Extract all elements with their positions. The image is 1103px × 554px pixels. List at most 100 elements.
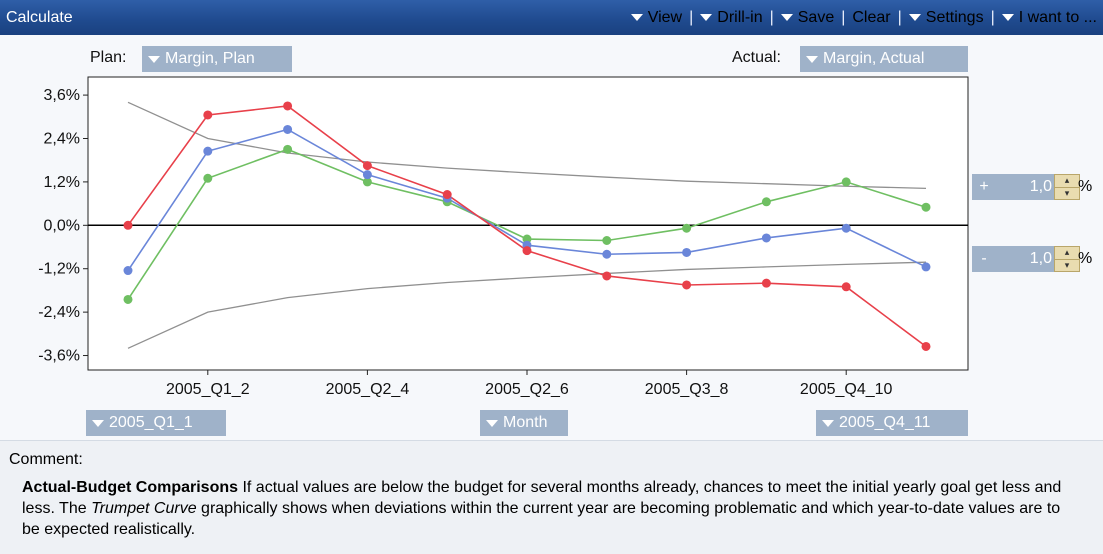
y-tick-label: -1,2% [38, 261, 80, 278]
data-point [921, 262, 931, 272]
trumpet-curve-line [127, 101, 927, 190]
chevron-down-icon [822, 419, 834, 427]
actual-label: Actual: [732, 49, 781, 66]
upper-tolerance-stepper[interactable]: + 1,0 ▴ ▾ [972, 174, 1080, 200]
data-point [283, 101, 293, 111]
plan-dropdown-value: Margin, Plan [165, 50, 255, 67]
data-point [362, 161, 372, 171]
data-point [682, 280, 692, 290]
data-point [203, 146, 213, 156]
x-tick-label: 2005_Q2_6 [485, 381, 569, 398]
data-point [203, 173, 213, 183]
upper-tolerance-sign: + [979, 178, 989, 195]
comment-body-part1: If actual values are below the budget fo… [22, 479, 1062, 517]
y-tick-label: 3,6% [44, 87, 80, 104]
trumpet-curve-line [127, 261, 927, 349]
x-tick-label: 2005_Q1_2 [166, 381, 250, 398]
plan-dropdown[interactable]: Margin, Plan [142, 46, 292, 72]
x-tick-label: 2005_Q4_10 [800, 381, 893, 398]
y-tick-label: 0,0% [44, 217, 80, 234]
x-tick-label: 2005_Q3_8 [645, 381, 729, 398]
data-point [123, 294, 133, 304]
chart-panel: Plan: Margin, Plan Actual: Margin, Actua… [0, 35, 1103, 440]
chevron-down-icon [908, 14, 921, 21]
actual-dropdown[interactable]: Margin, Actual [800, 46, 968, 72]
settings-menu-label: Settings [925, 8, 984, 26]
to-period-value: 2005_Q4_11 [839, 414, 931, 431]
plan-label: Plan: [90, 49, 127, 66]
plot-area [87, 76, 969, 371]
chevron-down-icon [92, 419, 104, 427]
trumpet-chart: 3,6% 2,4% 1,2% 0,0% -1,2% -2,4% -3,6% 2005_Q1_2… [38, 76, 969, 398]
lower-tolerance-stepper[interactable]: - 1,0 ▴ ▾ [972, 246, 1080, 272]
lower-tolerance-unit: % [1078, 250, 1093, 267]
data-point [841, 282, 851, 292]
toolbar-divider: | [769, 8, 774, 26]
data-point [761, 233, 771, 243]
data-point [283, 144, 293, 154]
save-menu[interactable]: Save [780, 9, 834, 27]
comment-label: Comment: [9, 451, 83, 468]
upper-tolerance-unit: % [1078, 178, 1093, 195]
from-period-dropdown[interactable]: 2005_Q1_1 [86, 410, 226, 436]
data-point [602, 271, 612, 281]
i-want-to-menu[interactable]: I want to ... [1001, 8, 1097, 27]
comment-section: Comment: Actual-Budget Comparisons If ac… [0, 440, 1103, 554]
chevron-down-icon [148, 55, 160, 63]
from-period-value: 2005_Q1_1 [109, 414, 193, 431]
view-menu[interactable]: View [630, 8, 683, 27]
settings-menu[interactable]: Settings [908, 8, 984, 27]
data-point [841, 177, 851, 187]
chevron-down-icon [780, 14, 793, 21]
lower-tolerance-sign: - [981, 250, 987, 267]
decrement-arrow-icon[interactable]: ▾ [1055, 186, 1079, 200]
data-point [123, 266, 133, 276]
toolbar-divider: | [689, 8, 694, 26]
y-tick-label: 2,4% [44, 130, 80, 147]
upper-tolerance-value: 1,0 [1029, 178, 1052, 195]
window-title: Calculate [6, 8, 73, 26]
x-tick-label: 2005_Q2_4 [326, 381, 410, 398]
data-point [522, 246, 532, 256]
data-point [602, 249, 612, 259]
data-point [682, 223, 692, 233]
increment-arrow-icon[interactable]: ▴ [1064, 247, 1070, 258]
drill-in-menu-label: Drill-in [717, 8, 763, 26]
toolbar: View | Drill-in | Save | Clear | Setting… [630, 0, 1097, 35]
data-point [602, 236, 612, 246]
data-point [283, 124, 293, 134]
y-tick-label: 1,2% [44, 174, 80, 191]
toolbar-divider: | [841, 8, 846, 26]
data-point [362, 170, 372, 180]
clear-button-label: Clear [852, 8, 891, 26]
decrement-arrow-icon[interactable]: ▾ [1055, 258, 1079, 272]
comment-heading: Actual-Budget Comparisons [22, 479, 239, 496]
toolbar-divider: | [897, 8, 902, 26]
data-point [761, 197, 771, 207]
data-point [921, 341, 931, 351]
lower-tolerance-value: 1,0 [1029, 250, 1052, 267]
clear-button[interactable]: Clear [852, 9, 890, 27]
granularity-dropdown[interactable]: Month [480, 410, 568, 436]
data-point [841, 223, 851, 233]
lower-tolerance-spin-buttons: ▴ ▾ [1054, 246, 1080, 272]
data-point [203, 110, 213, 120]
data-point [123, 220, 133, 230]
granularity-value: Month [503, 414, 548, 431]
actual-dropdown-value: Margin, Actual [823, 50, 925, 67]
to-period-dropdown[interactable]: 2005_Q4_11 [816, 410, 968, 436]
chevron-down-icon [1001, 14, 1014, 21]
i-want-to-menu-label: I want to ... [1018, 8, 1097, 26]
upper-tolerance-spin-buttons: ▴ ▾ [1054, 174, 1080, 200]
increment-arrow-icon[interactable]: ▴ [1064, 175, 1070, 186]
view-menu-label: View [647, 8, 683, 26]
chevron-down-icon [486, 419, 498, 427]
chevron-down-icon [806, 55, 818, 63]
toolbar-divider: | [990, 8, 995, 26]
comment-text: Actual-Budget Comparisons If actual valu… [22, 477, 1082, 540]
data-point [761, 278, 771, 288]
comment-body-part2: graphically shows when deviations within… [22, 500, 1061, 538]
drill-in-menu[interactable]: Drill-in [700, 8, 763, 27]
data-point [442, 190, 452, 200]
data-point [921, 202, 931, 212]
